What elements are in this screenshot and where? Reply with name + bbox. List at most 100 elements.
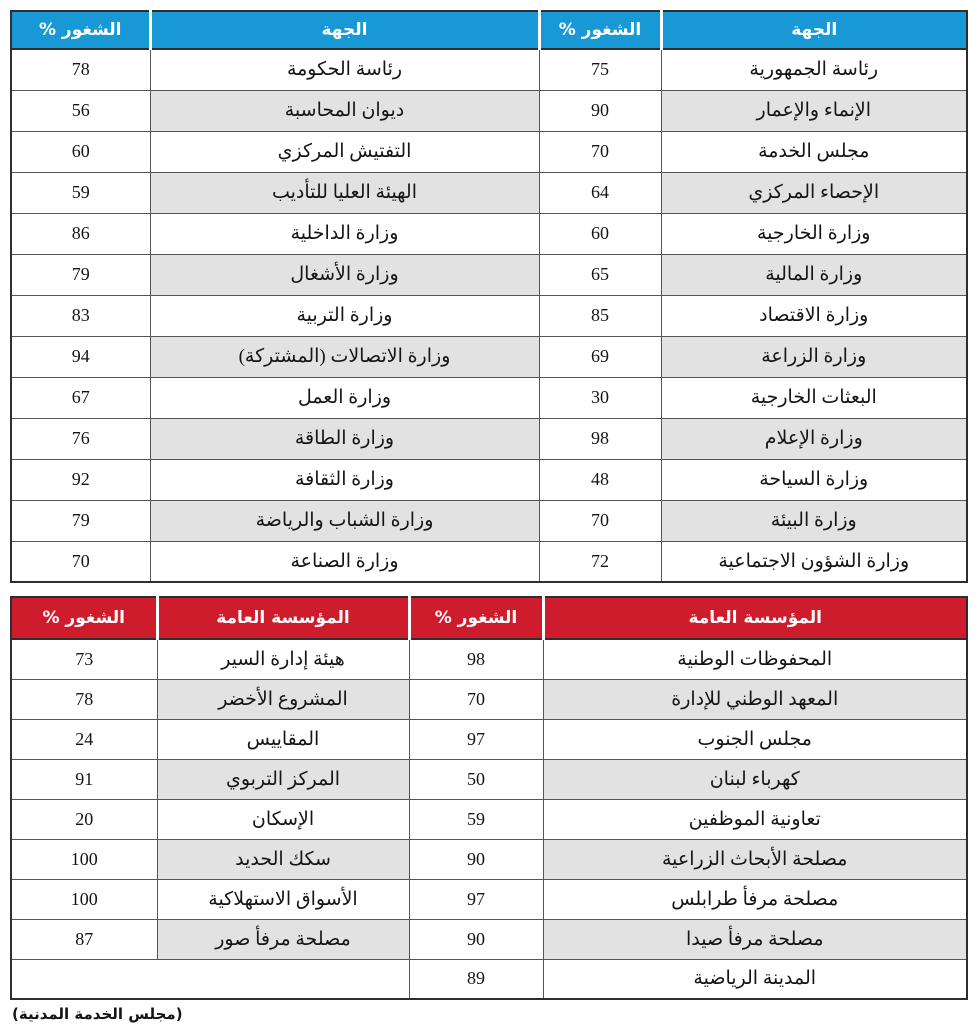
vacancy-value-cell: 76 bbox=[10, 417, 151, 460]
vacancy-value-cell: 98 bbox=[538, 417, 662, 460]
vacancy-value-cell: 30 bbox=[538, 376, 662, 419]
entity-name-cell: وزارة المالية bbox=[660, 253, 968, 296]
entity-name-cell: الإسكان bbox=[156, 798, 410, 840]
entity-name-cell: تعاونية الموظفين bbox=[542, 798, 968, 840]
entity-name-cell: مصلحة الأبحاث الزراعية bbox=[542, 838, 968, 880]
entity-name-cell: وزارة البيئة bbox=[660, 499, 968, 542]
entity-name-cell: وزارة الشؤون الاجتماعية bbox=[660, 540, 968, 583]
table-row: 78 رئاسة الحكومة 75 رئاسة الجمهورية bbox=[10, 48, 968, 91]
entity-name-cell: مجلس الخدمة bbox=[660, 130, 968, 173]
vacancy-value-cell: 91 bbox=[10, 758, 158, 800]
vacancy-value-cell: 56 bbox=[10, 89, 151, 132]
table-row: 76 وزارة الطاقة 98 وزارة الإعلام bbox=[10, 417, 968, 460]
table-row: 73 هيئة إدارة السير 98 المحفوظات الوطنية bbox=[10, 638, 968, 680]
entity-name-cell: مصلحة مرفأ صيدا bbox=[542, 918, 968, 960]
vacancy-column-header: الشغور % bbox=[11, 11, 150, 50]
entity-name-cell: وزارة العمل bbox=[149, 376, 540, 419]
vacancy-value-cell: 98 bbox=[408, 638, 544, 680]
entity-name-cell: المقاييس bbox=[156, 718, 410, 760]
entity-name-cell: مصلحة مرفأ طرابلس bbox=[542, 878, 968, 920]
table-row: 92 وزارة الثقافة 48 وزارة السياحة bbox=[10, 458, 968, 501]
entity-name-cell: هيئة إدارة السير bbox=[156, 638, 410, 680]
entity-name-cell: وزارة السياحة bbox=[660, 458, 968, 501]
entity-name-cell: وزارة الزراعة bbox=[660, 335, 968, 378]
vacancy-value-cell: 89 bbox=[408, 958, 544, 1000]
vacancy-value-cell: 78 bbox=[10, 48, 151, 91]
vacancy-value-cell: 69 bbox=[538, 335, 662, 378]
entity-name-cell: وزارة التربية bbox=[149, 294, 540, 337]
vacancy-value-cell: 70 bbox=[10, 540, 151, 583]
entity-name-cell: الهيئة العليا للتأديب bbox=[149, 171, 540, 214]
entity-name-cell: مصلحة مرفأ صور bbox=[156, 918, 410, 960]
table-row: 79 وزارة الشباب والرياضة 70 وزارة البيئة bbox=[10, 499, 968, 542]
table-row: 60 التفتيش المركزي 70 مجلس الخدمة bbox=[10, 130, 968, 173]
entity-column-header: الجهة bbox=[148, 11, 539, 50]
vacancy-value-cell: 70 bbox=[538, 499, 662, 542]
entity-name-cell: التفتيش المركزي bbox=[149, 130, 540, 173]
table-row: 59 الهيئة العليا للتأديب 64 الإحصاء المركزي bbox=[10, 171, 968, 214]
vacancy-value-cell: 65 bbox=[538, 253, 662, 296]
table-row: 94 وزارة الاتصالات (المشتركة) 69 وزارة الزر… bbox=[10, 335, 968, 378]
vacancy-value-cell: 92 bbox=[10, 458, 151, 501]
vacancy-value-cell: 20 bbox=[10, 798, 158, 840]
entity-name-cell: كهرباء لبنان bbox=[542, 758, 968, 800]
vacancy-value-cell: 90 bbox=[408, 838, 544, 880]
table-row: 79 وزارة الأشغال 65 وزارة المالية bbox=[10, 253, 968, 296]
vacancy-value-cell: 90 bbox=[538, 89, 662, 132]
vacancy-value-cell: 86 bbox=[10, 212, 151, 255]
entity-name-cell: وزارة الثقافة bbox=[149, 458, 540, 501]
entity-name-cell: البعثات الخارجية bbox=[660, 376, 968, 419]
table-row: 20 الإسكان 59 تعاونية الموظفين bbox=[10, 798, 968, 840]
vacancy-value-cell: 60 bbox=[10, 130, 151, 173]
vacancy-value-cell: 60 bbox=[538, 212, 662, 255]
vacancy-value-cell: 64 bbox=[538, 171, 662, 214]
entity-column-header: الجهة bbox=[659, 11, 967, 50]
vacancy-value-cell: 59 bbox=[408, 798, 544, 840]
table-row: 87 مصلحة مرفأ صور 90 مصلحة مرفأ صيدا bbox=[10, 918, 968, 960]
entity-name-cell: وزارة الصناعة bbox=[149, 540, 540, 583]
table-row: 67 وزارة العمل 30 البعثات الخارجية bbox=[10, 376, 968, 419]
table-row: 56 ديوان المحاسبة 90 الإنماء والإعمار bbox=[10, 89, 968, 132]
entity-name-cell: وزارة الخارجية bbox=[660, 212, 968, 255]
vacancy-value-cell: 73 bbox=[10, 638, 158, 680]
entity-name-cell: المدينة الرياضية bbox=[542, 958, 968, 1000]
vacancy-value-cell: 85 bbox=[538, 294, 662, 337]
vacancy-value-cell: 100 bbox=[10, 878, 158, 920]
vacancy-value-cell: 94 bbox=[10, 335, 151, 378]
table-row: 78 المشروع الأخضر 70 المعهد الوطني للإدارة bbox=[10, 678, 968, 720]
entity-name-cell: المحفوظات الوطنية bbox=[542, 638, 968, 680]
vacancy-column-header: الشغور % bbox=[407, 597, 543, 640]
table-row: 24 المقاييس 97 مجلس الجنوب bbox=[10, 718, 968, 760]
entity-name-cell: وزارة الطاقة bbox=[149, 417, 540, 460]
vacancy-by-institution-table: الشغور % المؤسسة العامة الشغور % المؤسسة ال… bbox=[10, 596, 968, 1000]
entity-name-cell: وزارة الشباب والرياضة bbox=[149, 499, 540, 542]
empty-cell bbox=[10, 958, 410, 1000]
table-row: 100 سكك الحديد 90 مصلحة الأبحاث الزراعية bbox=[10, 838, 968, 880]
vacancy-value-cell: 78 bbox=[10, 678, 158, 720]
table-row: 91 المركز التربوي 50 كهرباء لبنان bbox=[10, 758, 968, 800]
entity-name-cell: رئاسة الجمهورية bbox=[660, 48, 968, 91]
table-row: 89 المدينة الرياضية bbox=[10, 958, 968, 1000]
entity-name-cell: وزارة الاقتصاد bbox=[660, 294, 968, 337]
vacancy-value-cell: 72 bbox=[538, 540, 662, 583]
entity-column-header: المؤسسة العامة bbox=[155, 597, 409, 640]
vacancy-value-cell: 50 bbox=[408, 758, 544, 800]
entity-name-cell: المشروع الأخضر bbox=[156, 678, 410, 720]
vacancy-value-cell: 87 bbox=[10, 918, 158, 960]
vacancy-value-cell: 97 bbox=[408, 718, 544, 760]
vacancy-value-cell: 48 bbox=[538, 458, 662, 501]
entity-name-cell: مجلس الجنوب bbox=[542, 718, 968, 760]
vacancy-value-cell: 79 bbox=[10, 253, 151, 296]
entity-name-cell: سكك الحديد bbox=[156, 838, 410, 880]
entity-name-cell: المركز التربوي bbox=[156, 758, 410, 800]
entity-name-cell: المعهد الوطني للإدارة bbox=[542, 678, 968, 720]
vacancy-value-cell: 75 bbox=[538, 48, 662, 91]
vacancy-value-cell: 67 bbox=[10, 376, 151, 419]
header-row: الشغور % المؤسسة العامة الشغور % المؤسسة ال… bbox=[11, 597, 967, 640]
entity-name-cell: وزارة الداخلية bbox=[149, 212, 540, 255]
header-row: الشغور % الجهة الشغور % الجهة bbox=[11, 11, 967, 50]
source-caption: (مجلس الخدمة المدنية) bbox=[12, 1005, 183, 1023]
table-row: 100 الأسواق الاستهلاكية 97 مصلحة مرفأ طرابل… bbox=[10, 878, 968, 920]
table-row: 86 وزارة الداخلية 60 وزارة الخارجية bbox=[10, 212, 968, 255]
